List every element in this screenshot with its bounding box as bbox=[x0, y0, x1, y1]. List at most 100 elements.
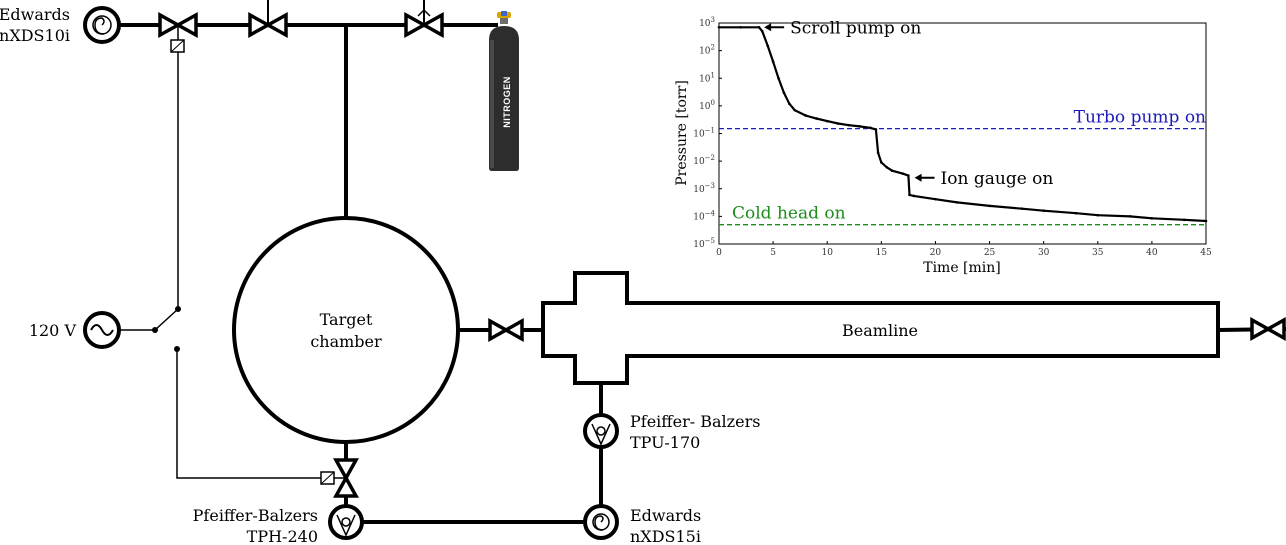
reference-lines: Turbo pump on Cold head on bbox=[719, 108, 1206, 226]
x-tick-label: 20 bbox=[930, 248, 942, 258]
nitrogen-label: NITROGEN bbox=[502, 76, 512, 128]
scroll-pump-bottom-label-2: nXDS15i bbox=[630, 527, 701, 545]
data-point bbox=[1020, 207, 1024, 210]
y-tick-label: 103 bbox=[699, 16, 715, 29]
x-axis-title: Time [min] bbox=[923, 260, 1001, 276]
data-point bbox=[825, 119, 829, 123]
x-tick-label: 40 bbox=[1146, 248, 1158, 258]
data-point bbox=[815, 117, 818, 120]
power-label: 120 V bbox=[29, 321, 77, 340]
data-point bbox=[1204, 219, 1208, 223]
solenoid-valve-top-icon bbox=[158, 12, 198, 53]
data-point bbox=[880, 161, 883, 164]
data-point bbox=[934, 197, 937, 201]
x-tick-label: 5 bbox=[770, 248, 776, 258]
data-point bbox=[955, 201, 959, 204]
annotations-layer: Scroll pump on Ion gauge on bbox=[764, 18, 1054, 189]
data-point bbox=[869, 126, 872, 130]
data-point bbox=[782, 91, 786, 94]
y-tick-label: 10−3 bbox=[693, 182, 715, 195]
reference-line-label: Cold head on bbox=[732, 204, 846, 224]
data-point bbox=[757, 25, 761, 29]
scroll-pump-top-icon bbox=[83, 6, 121, 44]
data-point bbox=[788, 102, 791, 105]
data-point bbox=[874, 128, 878, 131]
data-point bbox=[1096, 213, 1100, 217]
data-point bbox=[777, 76, 780, 80]
y-tick-label: 10−2 bbox=[693, 154, 715, 167]
data-point bbox=[847, 123, 851, 127]
ac-source-icon bbox=[83, 311, 121, 349]
scroll-pump-top-label-1: Edwards bbox=[0, 5, 70, 24]
data-point bbox=[907, 174, 910, 177]
turbo-pump-right-icon bbox=[583, 413, 619, 449]
turbo-pump-left-label-1: Pfeiffer-Balzers bbox=[193, 506, 318, 525]
y-tick-label: 100 bbox=[699, 99, 715, 112]
x-tick-label: 35 bbox=[1092, 248, 1104, 258]
x-tick-label: 45 bbox=[1200, 248, 1212, 258]
data-point bbox=[1128, 215, 1132, 218]
x-tick-label: 30 bbox=[1038, 248, 1050, 258]
target-chamber bbox=[232, 216, 460, 444]
data-point bbox=[793, 108, 797, 112]
x-tick-label: 25 bbox=[984, 248, 996, 258]
data-point bbox=[908, 193, 911, 197]
data-point bbox=[739, 25, 742, 29]
y-tick-label: 102 bbox=[699, 44, 715, 57]
x-tick-label: 10 bbox=[821, 248, 833, 258]
data-point bbox=[901, 172, 905, 176]
x-ticks: 0 5 10 15 20 25 30 35 40 45 bbox=[716, 241, 1212, 258]
data-point bbox=[912, 194, 916, 198]
turbo-pump-right-label-1: Pfeiffer- Balzers bbox=[630, 412, 760, 431]
annotation-arrowhead bbox=[764, 23, 772, 32]
plot-frame bbox=[718, 22, 1207, 245]
annotation-label: Scroll pump on bbox=[790, 18, 921, 38]
data-point bbox=[885, 165, 889, 169]
data-point bbox=[836, 122, 840, 125]
y-ticks: 103 102 101 100 10−1 10−2 10−3 10−4 10−5 bbox=[693, 16, 722, 250]
data-point bbox=[858, 125, 861, 128]
data-point bbox=[1150, 217, 1154, 220]
annotation-arrowhead bbox=[914, 173, 922, 182]
data-point bbox=[890, 169, 894, 173]
switch-arm bbox=[154, 308, 179, 331]
turbo-pump-left-icon bbox=[328, 504, 364, 540]
scroll-pump-bottom-right-icon bbox=[583, 504, 619, 540]
turbo-pump-right-label-2: TPU-170 bbox=[630, 433, 700, 452]
y-tick-label: 10−4 bbox=[693, 209, 715, 222]
y-tick-label: 10−5 bbox=[693, 237, 715, 250]
beamline-label: Beamline bbox=[842, 321, 918, 340]
beamline bbox=[541, 271, 1220, 385]
manual-valve-2-icon bbox=[248, 0, 288, 38]
x-tick-label: 15 bbox=[876, 248, 888, 258]
pressure-chart: 0 5 10 15 20 25 30 35 40 45 10310210110010−110−21… bbox=[674, 16, 1212, 276]
control-line-bottom bbox=[176, 350, 322, 479]
solenoid-valve-bottom-icon bbox=[320, 458, 359, 498]
annotation-label: Ion gauge on bbox=[941, 169, 1054, 189]
regulator-valve-icon bbox=[404, 0, 444, 38]
data-point bbox=[876, 151, 880, 155]
gate-valve-chamber-icon bbox=[488, 318, 524, 342]
scroll-pump-top-label-2: nXDS10i bbox=[0, 26, 70, 45]
reference-line-label: Turbo pump on bbox=[1074, 108, 1206, 128]
target-chamber-label-2: chamber bbox=[310, 332, 382, 351]
data-point bbox=[804, 114, 807, 117]
y-tick-label: 10−1 bbox=[693, 127, 715, 140]
scroll-pump-bottom-label-1: Edwards bbox=[630, 506, 701, 525]
nitrogen-cylinder-icon: NITROGEN bbox=[489, 11, 519, 171]
series-layer bbox=[717, 25, 1208, 223]
data-point bbox=[760, 30, 764, 33]
data-point bbox=[1074, 211, 1078, 215]
gate-valve-beamline-end-icon bbox=[1250, 317, 1286, 341]
data-point bbox=[771, 60, 775, 63]
data-point bbox=[988, 204, 991, 208]
data-point bbox=[1183, 218, 1186, 222]
data-point bbox=[766, 44, 769, 48]
y-tick-label: 101 bbox=[699, 71, 715, 84]
turbo-pump-left-label-2: TPH-240 bbox=[247, 527, 318, 545]
x-tick-label: 0 bbox=[716, 248, 722, 258]
data-point bbox=[717, 25, 721, 29]
data-point bbox=[1042, 209, 1045, 213]
